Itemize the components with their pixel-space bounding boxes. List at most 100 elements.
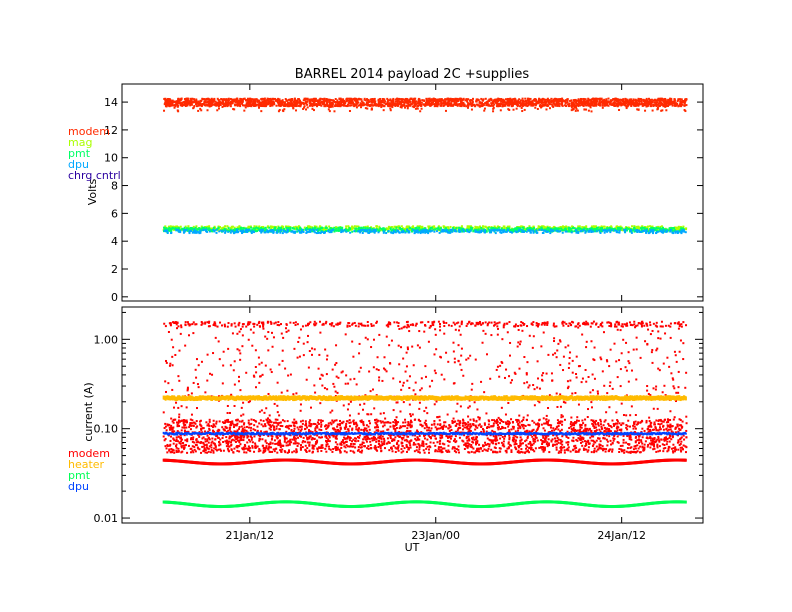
modem-voltage-point bbox=[573, 104, 576, 107]
modem-voltage-point bbox=[501, 103, 504, 106]
dpu-voltage-point bbox=[504, 230, 507, 233]
modem-voltage-point bbox=[550, 99, 553, 102]
modem-voltage-point bbox=[440, 101, 443, 104]
modem-voltage-point bbox=[177, 100, 180, 103]
pmt-voltage-point bbox=[640, 229, 643, 232]
pmt-voltage-point bbox=[679, 229, 682, 232]
modem-voltage-point bbox=[413, 101, 416, 104]
pmt-voltage-point bbox=[255, 226, 258, 229]
pmt-voltage-point bbox=[470, 228, 473, 231]
modem-voltage-point bbox=[532, 102, 535, 105]
modem-voltage-point bbox=[452, 104, 455, 107]
modem-voltage-point bbox=[541, 104, 544, 107]
pmt-voltage-point bbox=[438, 228, 441, 231]
modem-voltage-point bbox=[190, 102, 193, 105]
modem-voltage-point bbox=[549, 100, 552, 103]
dpu-voltage-point bbox=[283, 230, 286, 233]
dpu-voltage-point bbox=[441, 228, 444, 231]
modem-voltage-point bbox=[251, 102, 254, 105]
dpu-voltage-point bbox=[364, 229, 367, 232]
pmt-voltage-point bbox=[651, 227, 654, 230]
pmt-voltage-point bbox=[529, 226, 532, 229]
modem-voltage-point bbox=[217, 107, 220, 110]
modem-voltage-point bbox=[210, 103, 213, 106]
modem-voltage-point bbox=[488, 99, 491, 102]
modem-voltage-point bbox=[237, 99, 240, 102]
modem-voltage-point bbox=[380, 106, 383, 109]
dpu-voltage-point bbox=[308, 229, 311, 232]
modem-voltage-point bbox=[421, 99, 424, 102]
pmt-voltage-point bbox=[333, 230, 336, 233]
modem-voltage-point bbox=[424, 101, 427, 104]
dpu-voltage-point bbox=[615, 229, 618, 232]
pmt-voltage-point bbox=[354, 229, 357, 232]
pmt-voltage-point bbox=[497, 226, 500, 229]
mag-voltage-point bbox=[478, 225, 481, 228]
mag-voltage-point bbox=[600, 225, 603, 228]
pmt-voltage-point bbox=[678, 230, 681, 233]
modem-voltage-point bbox=[485, 102, 488, 105]
dpu-voltage-point bbox=[575, 231, 578, 234]
pmt-voltage-point bbox=[357, 228, 360, 231]
modem-voltage-point bbox=[337, 102, 340, 105]
dpu-voltage-point bbox=[442, 230, 445, 233]
pmt-voltage-point bbox=[256, 227, 259, 230]
modem-voltage-point bbox=[656, 103, 659, 106]
pmt-voltage-point bbox=[476, 228, 479, 231]
mag-voltage-point bbox=[164, 225, 167, 228]
voltage-y-tick-label: 8 bbox=[111, 180, 118, 193]
dpu-voltage-point bbox=[426, 229, 429, 232]
dpu-voltage-point bbox=[369, 230, 372, 233]
modem-voltage-point bbox=[612, 103, 615, 106]
mag-voltage-point bbox=[594, 225, 597, 228]
dpu-voltage-point bbox=[315, 232, 318, 235]
dpu-voltage-point bbox=[343, 229, 346, 232]
modem-voltage-point bbox=[646, 102, 649, 105]
dpu-voltage-point bbox=[272, 229, 275, 232]
modem-voltage-point bbox=[241, 98, 244, 101]
modem-voltage-point bbox=[593, 102, 596, 105]
modem-voltage-point bbox=[585, 102, 588, 105]
dpu-voltage-point bbox=[515, 231, 518, 234]
mag-voltage-point bbox=[561, 225, 564, 228]
modem-voltage-point bbox=[478, 100, 481, 103]
modem-voltage-point bbox=[304, 100, 307, 103]
pmt-voltage-point bbox=[181, 227, 184, 230]
modem-voltage-point bbox=[530, 104, 533, 107]
modem-voltage-point bbox=[626, 103, 629, 106]
pmt-voltage-point bbox=[208, 227, 211, 230]
modem-voltage-point bbox=[444, 100, 447, 103]
modem-voltage-point bbox=[241, 100, 244, 103]
mag-voltage-point bbox=[221, 227, 224, 230]
mag-voltage-point bbox=[647, 228, 650, 231]
pmt-voltage-point bbox=[508, 227, 511, 230]
dpu-voltage-point bbox=[220, 229, 223, 232]
modem-voltage-point bbox=[564, 104, 567, 107]
modem-voltage-point bbox=[583, 98, 586, 101]
modem-voltage-point bbox=[557, 101, 560, 104]
modem-voltage-point bbox=[593, 104, 596, 107]
modem-voltage-point bbox=[371, 98, 374, 101]
mag-voltage-point bbox=[631, 228, 634, 231]
dpu-voltage-point bbox=[177, 230, 180, 233]
modem-voltage-point bbox=[489, 104, 492, 107]
modem-voltage-point bbox=[400, 101, 403, 104]
pmt-voltage-point bbox=[205, 227, 208, 230]
dpu-voltage-point bbox=[224, 231, 227, 234]
mag-voltage-point bbox=[178, 226, 181, 229]
dpu-voltage-point bbox=[505, 230, 508, 233]
modem-voltage-point bbox=[652, 105, 655, 108]
dpu-voltage-point bbox=[402, 230, 405, 233]
modem-voltage-point bbox=[181, 102, 184, 105]
mag-voltage-point bbox=[606, 226, 609, 229]
dpu-voltage-point bbox=[582, 228, 585, 231]
mag-voltage-point bbox=[230, 227, 233, 230]
modem-voltage-point bbox=[349, 104, 352, 107]
modem-voltage-point bbox=[384, 103, 387, 106]
pmt-voltage-point bbox=[321, 226, 324, 229]
pmt-voltage-point bbox=[653, 227, 656, 230]
dpu-voltage-point bbox=[669, 230, 672, 233]
pmt-voltage-point bbox=[170, 230, 173, 233]
dpu-voltage-point bbox=[402, 231, 405, 234]
